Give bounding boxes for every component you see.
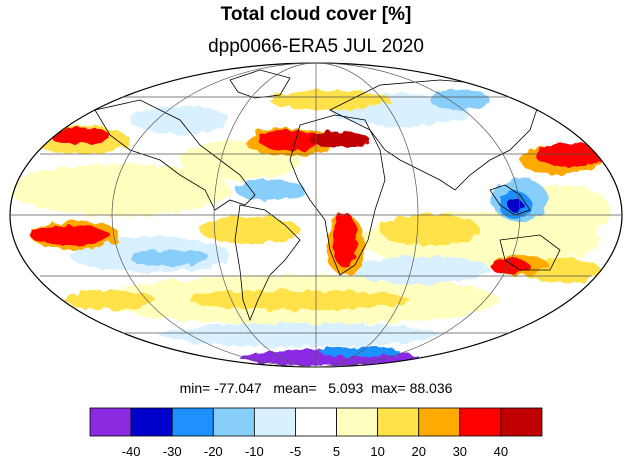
colorbar-box [89,407,132,437]
colorbar-box [171,407,214,437]
colorbar-box [459,407,502,437]
colorbar-tick-label: -10 [244,444,264,459]
mean-label: mean= [273,380,317,396]
colorbar-tick-label: 5 [332,444,341,459]
colorbar-box [418,407,461,437]
colorbar-tick-label: 30 [452,444,468,459]
colorbar-box [500,407,543,437]
colorbar-box [130,407,173,437]
colorbar-box [253,407,296,437]
colorbar-box [295,407,337,437]
colorbar-box [377,407,420,437]
colorbar-tick-label: -5 [289,444,302,459]
colorbar-tick-label: 10 [370,444,385,459]
statistics-line: min= -77.047 mean= 5.093 max= 88.036 [0,380,632,396]
colorbar-box [336,407,379,437]
max-label: max= [371,380,406,396]
max-value: 88.036 [409,380,453,396]
map-subtitle: dpp0066-ERA5 JUL 2020 [208,36,424,57]
min-value: -77.047 [214,380,262,396]
colorbar-tick-label: -30 [162,444,182,459]
colorbar-tick-label: 40 [493,444,509,459]
colorbar-tick-label: 20 [411,444,426,459]
mean-value: 5.093 [328,380,364,396]
colorbar-tick-label: -20 [203,444,223,459]
graticule [9,62,623,368]
map-title: Total cloud cover [%] [220,4,412,25]
colorbar-box [212,407,255,437]
colorbar-tick-label: -40 [121,444,141,459]
min-label: min= [179,380,211,396]
